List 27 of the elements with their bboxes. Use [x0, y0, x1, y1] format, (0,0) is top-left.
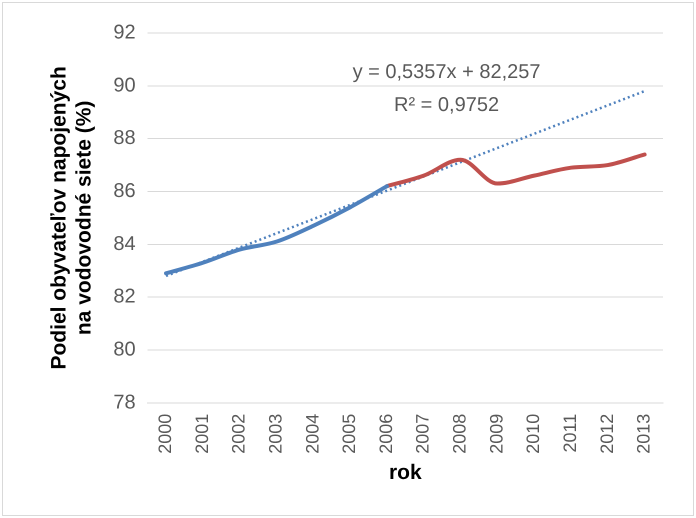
x-tick-label: 2001 — [192, 414, 212, 454]
x-tick-label: 2009 — [486, 414, 506, 454]
x-tick-label: 2002 — [228, 414, 249, 454]
x-tick-label: 2013 — [634, 414, 654, 454]
x-tick-label: 2003 — [265, 414, 286, 454]
x-tick-label: 2012 — [596, 414, 617, 454]
y-tick-label: 90 — [113, 74, 136, 96]
x-tick-label: 2007 — [412, 414, 433, 454]
y-tick-label: 86 — [113, 180, 136, 202]
y-tick-label: 78 — [113, 391, 136, 414]
line-series — [384, 152, 647, 188]
y-tick-label: 88 — [113, 127, 136, 150]
y-tick-label: 92 — [113, 22, 136, 44]
x-tick-label: 2010 — [523, 414, 544, 454]
x-tick-label: 2005 — [339, 414, 360, 454]
y-axis-title: Podiel obyvateľov napojených na vodovodné siete (%) — [47, 66, 96, 370]
x-tick-label: 2000 — [155, 414, 176, 454]
x-tick-label: 2004 — [302, 414, 322, 454]
annotation: R² = 0,9752 — [394, 94, 500, 116]
y-tick-label: 84 — [113, 232, 136, 255]
x-tick-label: 2011 — [560, 414, 580, 452]
x-axis-title: rok — [388, 461, 422, 484]
y-tick-label: 80 — [113, 338, 136, 360]
x-tick-label: 2006 — [376, 414, 396, 454]
y-tick-label: 82 — [113, 286, 136, 308]
x-tick-label: 2008 — [450, 414, 470, 454]
annotation: y = 0,5357x + 82,257 — [352, 61, 541, 83]
